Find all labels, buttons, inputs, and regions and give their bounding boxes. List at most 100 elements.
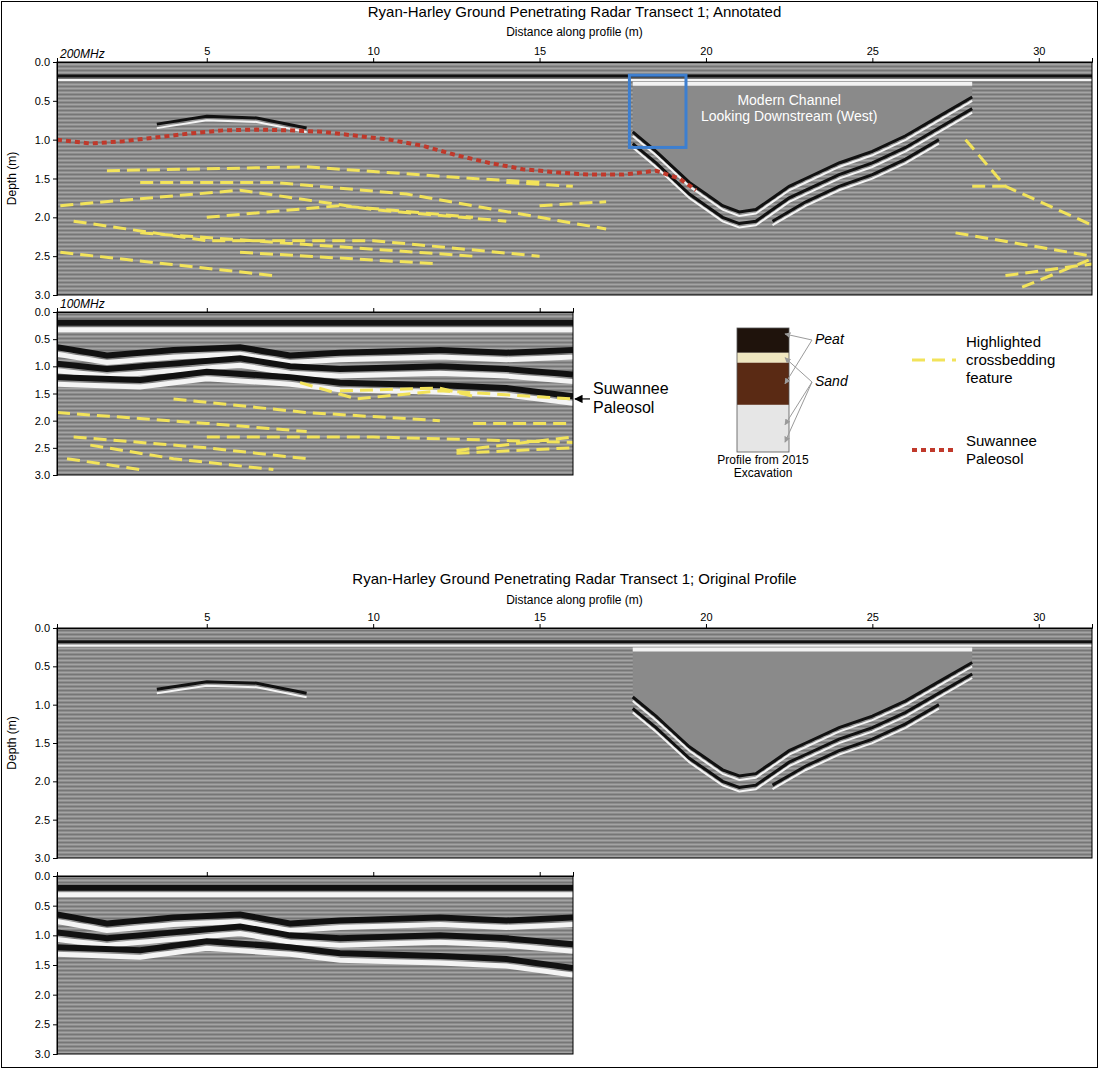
y-tick-label: 0.0 <box>35 622 50 634</box>
reflector-dark <box>57 74 1092 77</box>
y-tick: 2.0 <box>35 775 57 787</box>
reflector-light <box>157 686 307 698</box>
plot-frame <box>57 62 1092 295</box>
x-tick-label: 20 <box>700 45 712 57</box>
reflector-light <box>633 667 972 780</box>
y-tick: 1.5 <box>35 173 57 185</box>
y-tick-mark <box>53 179 57 180</box>
y-tick: 0.0 <box>35 622 57 634</box>
x-tick-mark <box>706 58 707 62</box>
x-tick-label: 30 <box>1033 611 1045 623</box>
reflector-dark <box>773 140 939 222</box>
y-tick: 1.5 <box>35 737 57 749</box>
reflector-light <box>57 327 573 332</box>
radargram-background <box>57 62 1092 295</box>
y-tick-label: 1.5 <box>35 959 50 971</box>
x-tick: 20 <box>700 611 712 628</box>
y-tick-mark <box>53 858 57 859</box>
y-tick-label: 1.5 <box>35 737 50 749</box>
x-tick-mark <box>1039 624 1040 628</box>
y-tick: 0.0 <box>35 306 57 318</box>
legend-label: Highlightedcrossbeddingfeature <box>966 333 1055 386</box>
y-tick: 2.0 <box>35 211 57 223</box>
figure-frame <box>2 2 1098 1068</box>
y-tick-mark <box>53 876 57 877</box>
plot-frame <box>57 628 1092 858</box>
y-tick: 3.0 <box>35 1048 57 1060</box>
y-tick-mark <box>53 217 57 218</box>
x-tick-mark <box>1039 58 1040 62</box>
profile-label: Sand <box>815 373 849 389</box>
legend-swatch <box>912 448 956 452</box>
x-tick-mark <box>540 872 541 876</box>
y-tick-mark <box>53 743 57 744</box>
radargram-background <box>57 628 1092 858</box>
x-tick-mark <box>373 872 374 876</box>
axis-line <box>58 624 1093 629</box>
y-tick-mark <box>53 295 57 296</box>
x-tick-label: 30 <box>1033 45 1045 57</box>
y-axis: 0.00.51.01.52.02.53.0 <box>35 56 58 301</box>
legend: HighlightedcrossbeddingfeatureSuwanneePa… <box>912 333 1055 467</box>
y-tick: 0.5 <box>35 900 57 912</box>
reflector-light <box>57 354 573 362</box>
y-tick: 1.0 <box>35 134 57 146</box>
x-tick-label: 5 <box>204 45 210 57</box>
interpretation-line <box>60 140 1092 288</box>
profile-pointer <box>785 382 812 442</box>
y-tick-mark <box>53 820 57 821</box>
x-tick-mark <box>207 624 208 628</box>
x-tick: 30 <box>1033 611 1045 628</box>
plot-area <box>57 642 1092 792</box>
profile-pointer <box>785 340 812 384</box>
x-tick-mark <box>207 872 208 876</box>
y-tick-label: 2.5 <box>35 250 50 262</box>
highlight-box <box>629 75 686 147</box>
plot-frame <box>57 312 573 475</box>
panel-title: Ryan-Harley Ground Penetrating Radar Tra… <box>352 570 796 587</box>
y-tick-label: 3.0 <box>35 469 50 481</box>
x-axis-title: Distance along profile (m) <box>506 593 643 607</box>
y-tick: 2.5 <box>35 1018 57 1030</box>
x-tick <box>373 308 374 312</box>
plot-area <box>57 888 573 975</box>
plot-area <box>57 75 1092 287</box>
figure: 510152025300.00.51.01.52.02.53.0Ryan-Har… <box>0 0 1099 1069</box>
reflector-light <box>57 79 1092 81</box>
y-tick: 3.0 <box>35 469 57 481</box>
y-tick-mark <box>53 705 57 706</box>
frequency-label: 200MHz <box>59 47 105 61</box>
y-tick: 0.0 <box>35 870 57 882</box>
reflector-light <box>57 379 573 403</box>
reflector-dark <box>633 674 972 787</box>
x-tick-mark <box>540 308 541 312</box>
y-tick: 1.0 <box>35 699 57 711</box>
axis-line <box>53 877 58 1055</box>
annotation: Modern Channel <box>737 92 841 108</box>
y-tick-mark <box>53 394 57 395</box>
x-tick-mark <box>540 624 541 628</box>
reflector-light <box>57 645 1092 647</box>
y-tick-mark <box>53 62 57 63</box>
y-tick-mark <box>53 140 57 141</box>
y-axis: 0.00.51.01.52.02.53.0 <box>35 306 58 481</box>
x-tick-mark <box>373 308 374 312</box>
x-tick-label: 10 <box>368 45 380 57</box>
y-tick-label: 2.5 <box>35 1018 50 1030</box>
y-tick-mark <box>53 666 57 667</box>
reflector-dark <box>57 320 573 326</box>
x-tick: 30 <box>1033 45 1045 62</box>
y-tick-label: 2.5 <box>35 814 50 826</box>
y-tick: 1.0 <box>35 360 57 372</box>
profile-caption: Profile from 2015Excavation <box>717 453 809 480</box>
y-tick-label: 1.0 <box>35 699 50 711</box>
y-tick: 1.5 <box>35 388 57 400</box>
x-tick: 15 <box>534 611 546 628</box>
axis-line <box>53 629 58 859</box>
plot-frame <box>57 876 573 1054</box>
profile-label: Peat <box>815 331 845 347</box>
x-tick <box>207 308 208 312</box>
reflector-light <box>57 948 573 975</box>
x-tick-mark <box>872 624 873 628</box>
y-tick-label: 2.5 <box>35 442 50 454</box>
